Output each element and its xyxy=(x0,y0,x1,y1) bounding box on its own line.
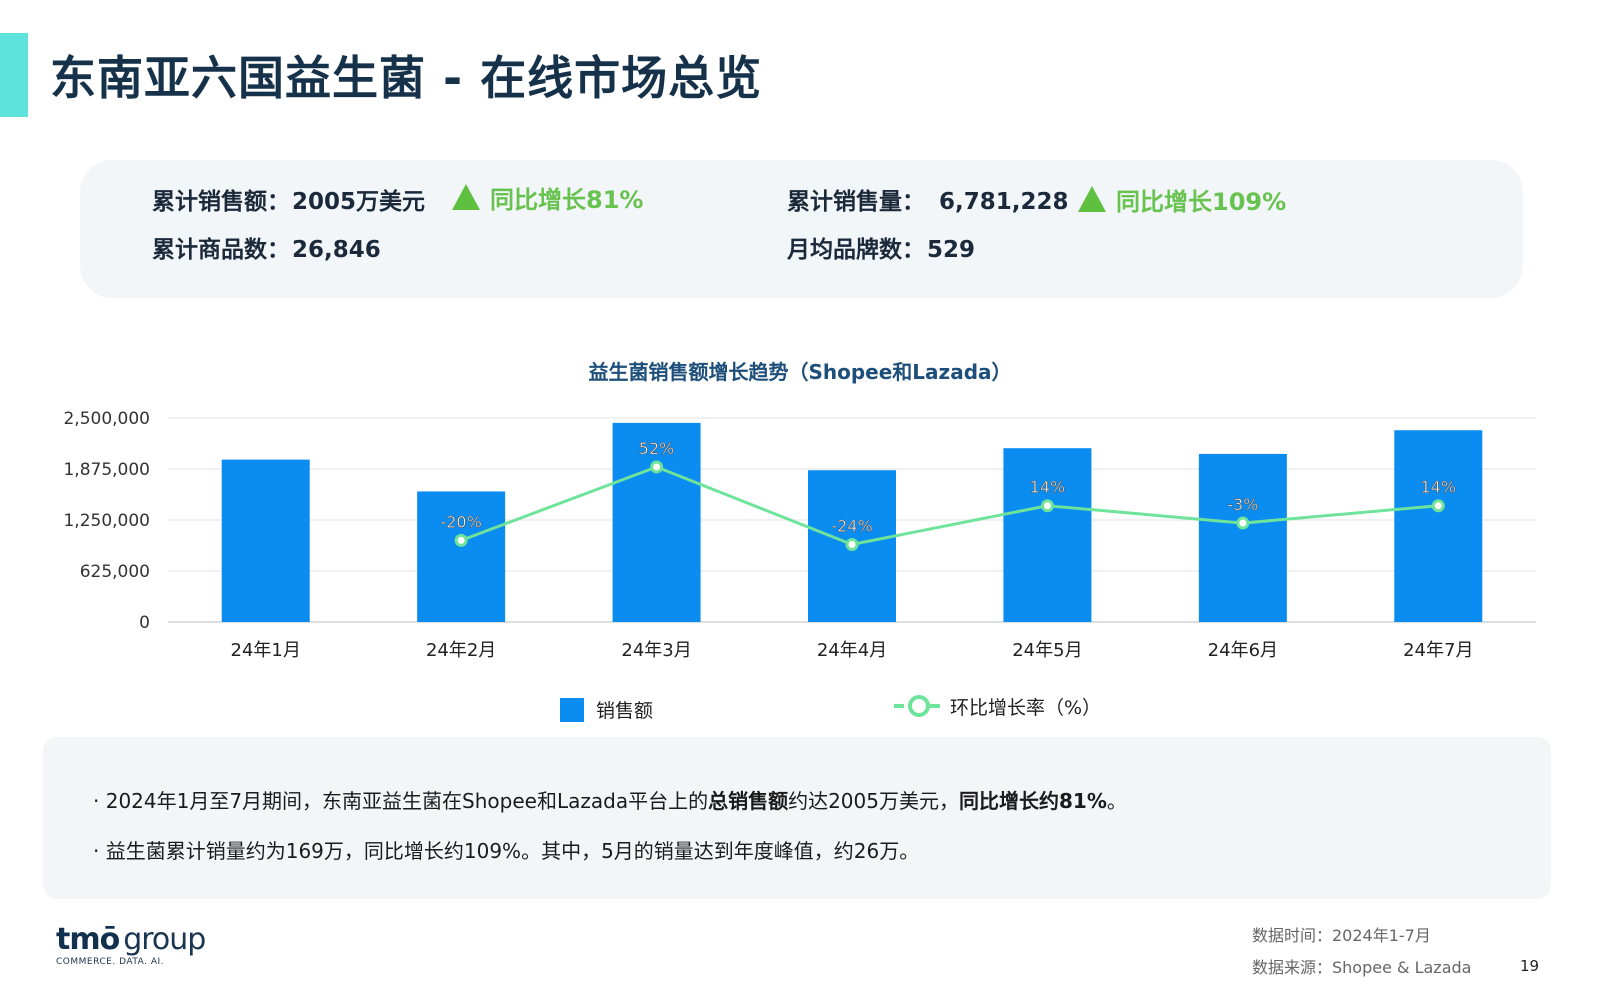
bar xyxy=(1394,430,1483,622)
growth-data-label: 52% xyxy=(639,439,675,458)
growth-point xyxy=(1040,499,1054,513)
y-tick-label: 625,000 xyxy=(80,562,150,582)
note-1-text-a: · 2024年1月至7月期间，东南亚益生菌在Shopee和Lazada平台上的 xyxy=(93,789,709,813)
y-tick-label: 2,500,000 xyxy=(63,409,150,429)
y-tick-label: 1,875,000 xyxy=(63,460,150,480)
growth-line xyxy=(460,465,1439,547)
notes-panel: · 2024年1月至7月期间，东南亚益生菌在Shopee和Lazada平台上的总… xyxy=(43,737,1551,899)
growth-data-label: -3% xyxy=(1227,495,1258,514)
growth-point xyxy=(1236,516,1250,530)
x-tick-label: 24年5月 xyxy=(1012,640,1082,661)
growth-point xyxy=(845,537,859,551)
kpi-sales: 累计销售额：2005万美元 xyxy=(152,182,425,216)
kpi-volume-growth: 同比增长109% xyxy=(1078,182,1286,217)
note-1-text-b: 约达2005万美元， xyxy=(788,789,959,813)
legend-item-sales: 销售额 xyxy=(560,696,653,723)
kpi-brands-label: 月均品牌数： xyxy=(787,237,925,263)
kpi-products-value: 26,846 xyxy=(292,237,381,263)
up-triangle-icon xyxy=(1078,186,1106,212)
kpi-volume: 累计销售量： 6,781,228 xyxy=(787,182,1069,216)
bar xyxy=(612,422,701,622)
note-2: · 益生菌累计销量约为169万，同比增长约109%。其中，5月的销量达到年度峰值… xyxy=(93,839,920,863)
x-tick-label: 24年6月 xyxy=(1208,640,1278,661)
kpi-sales-label: 累计销售额： xyxy=(152,189,290,215)
page-title: 东南亚六国益生菌 - 在线市场总览 xyxy=(50,51,763,105)
kpi-products: 累计商品数：26,846 xyxy=(152,230,381,264)
legend-label-sales: 销售额 xyxy=(596,700,654,722)
bar xyxy=(1003,448,1092,622)
legend-label-growth: 环比增长率（%） xyxy=(950,697,1102,719)
title-accent-bar xyxy=(0,33,28,117)
growth-data-label: -20% xyxy=(440,512,481,531)
x-tick-label: 24年4月 xyxy=(817,640,887,661)
logo-tagline: COMMERCE. DATA. AI. xyxy=(56,957,165,967)
growth-data-label: 14% xyxy=(1421,478,1457,497)
bar xyxy=(1198,453,1287,622)
y-tick-label: 1,250,000 xyxy=(63,511,150,531)
kpi-brands: 月均品牌数：529 xyxy=(787,230,975,264)
data-time-note: 数据时间：2024年1-7月 xyxy=(1252,926,1431,945)
note-1-text-c: 。 xyxy=(1106,789,1127,813)
x-tick-label: 24年2月 xyxy=(426,640,496,661)
logo-main: tmō xyxy=(56,922,120,957)
kpi-brands-value: 529 xyxy=(927,237,976,263)
logo-sub: group xyxy=(123,922,206,957)
page-number: 19 xyxy=(1520,957,1540,975)
bar xyxy=(221,459,310,622)
x-tick-label: 24年3月 xyxy=(621,640,691,661)
growth-data-label: -24% xyxy=(831,516,872,535)
growth-point xyxy=(650,460,664,474)
sales-trend-chart: 2,500,000 1,875,000 1,250,000 625,000 0 24年1月… xyxy=(63,409,1536,661)
tmo-group-logo: tmō group COMMERCE. DATA. AI. xyxy=(56,922,206,967)
chart-title: 益生菌销售额增长趋势（Shopee和Lazada） xyxy=(588,360,1012,384)
growth-point xyxy=(1431,499,1445,513)
bar xyxy=(417,491,506,622)
x-tick-label: 24年7月 xyxy=(1403,640,1473,661)
note-1-bold-a: 总销售额 xyxy=(708,789,789,813)
growth-data-label: 14% xyxy=(1030,478,1066,497)
legend-marker-line xyxy=(894,695,940,717)
kpi-panel: 累计销售额：2005万美元 同比增长81% 累计商品数：26,846 累计销售量… xyxy=(80,160,1523,298)
kpi-volume-value: 6,781,228 xyxy=(939,189,1069,215)
note-1-bold-b: 同比增长约81% xyxy=(958,789,1107,813)
kpi-products-label: 累计商品数： xyxy=(152,237,290,263)
data-source-note: 数据来源：Shopee & Lazada xyxy=(1252,958,1472,977)
kpi-volume-label: 累计销售量： xyxy=(787,189,925,215)
y-tick-label: 0 xyxy=(139,613,150,633)
kpi-sales-growth-text: 同比增长81% xyxy=(490,186,644,214)
growth-point xyxy=(454,533,468,547)
up-triangle-icon xyxy=(452,184,480,210)
kpi-sales-value: 2005万美元 xyxy=(292,189,426,215)
legend-item-growth: 环比增长率（%） xyxy=(894,693,1102,720)
kpi-sales-growth: 同比增长81% xyxy=(452,180,643,215)
x-tick-label: 24年1月 xyxy=(231,640,301,661)
kpi-volume-growth-text: 同比增长109% xyxy=(1116,188,1287,216)
note-1: · 2024年1月至7月期间，东南亚益生菌在Shopee和Lazada平台上的总… xyxy=(93,785,1127,814)
legend-swatch-bar xyxy=(560,698,584,722)
